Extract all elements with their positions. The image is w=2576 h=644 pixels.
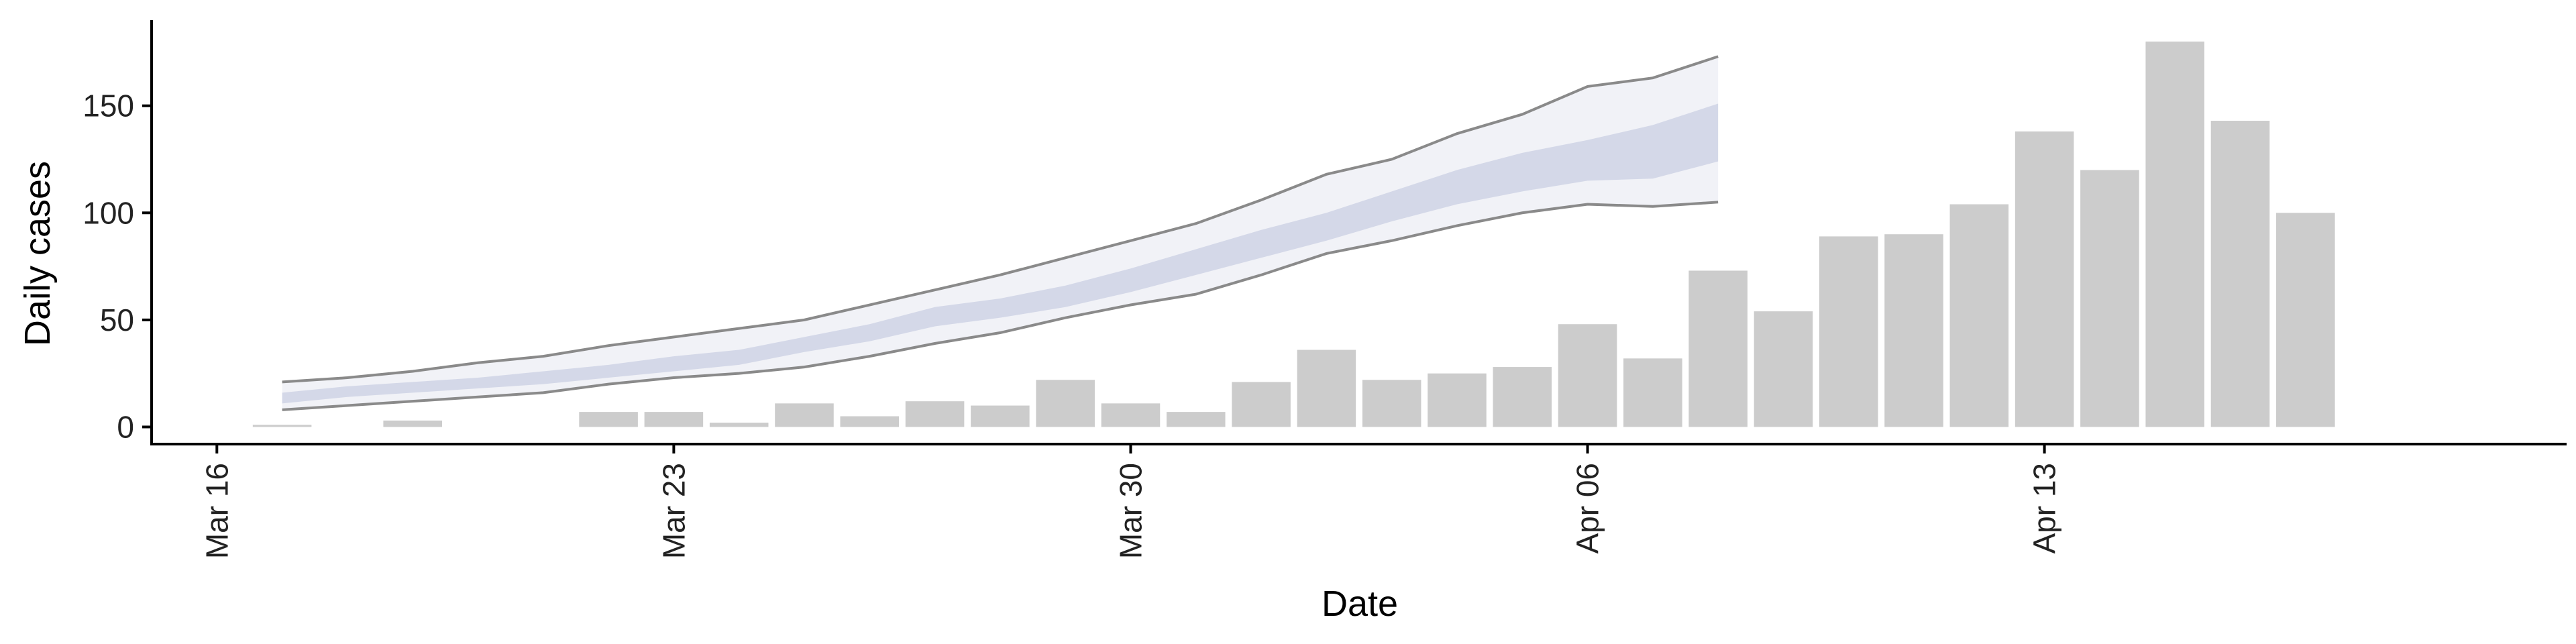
bar-2020-03-19 [383,420,442,427]
bar-2020-03-28 [971,405,1030,427]
x-tick-label-2020-03-30: Mar 30 [1113,463,1148,559]
bar-series [252,41,2335,427]
bar-2020-04-15 [2145,41,2204,427]
bar-2020-04-12 [1949,204,2009,427]
bar-2020-04-10 [1819,236,1878,427]
y-tick-label-50: 50 [100,303,134,337]
bar-2020-04-01 [1232,382,1291,427]
bar-2020-03-27 [905,401,965,427]
bar-2020-03-17 [252,425,312,427]
bar-2020-03-31 [1166,412,1226,427]
bar-2020-04-09 [1754,311,1813,427]
x-tick-label-2020-04-06: Apr 06 [1570,463,1605,554]
y-tick-label-150: 150 [83,89,134,123]
axes: 0 50 100 150 Mar 16 Mar 23 Mar 30 Apr 06 Apr 13… [17,20,2567,624]
y-axis-title: Daily cases [17,161,58,346]
bar-2020-04-06 [1558,324,1617,427]
bar-2020-04-08 [1688,270,1748,427]
bar-2020-04-17 [2276,213,2335,427]
bar-2020-04-03 [1362,380,1421,427]
y-tick-label-100: 100 [83,195,134,230]
x-tick-label-2020-03-16: Mar 16 [199,463,234,559]
projection-band [282,55,1719,411]
projection-lower-line [282,201,1719,411]
bar-2020-03-26 [840,416,900,427]
bar-2020-04-13 [2015,131,2074,427]
bar-2020-04-11 [1884,234,1943,427]
bar-2020-03-22 [579,412,638,427]
y-tick-label-0: 0 [117,409,134,444]
projection-upper-line [282,55,1719,384]
bar-2020-04-07 [1623,358,1682,427]
bar-2020-04-16 [2210,121,2270,427]
x-axis-title: Date [1322,584,1398,624]
x-tick-label-2020-03-23: Mar 23 [656,463,691,559]
bar-2020-03-29 [1036,380,1095,427]
bar-2020-04-04 [1428,373,1487,427]
x-ticks: Mar 16 Mar 23 Mar 30 Apr 06 Apr 13 [199,444,2062,559]
bar-2020-03-24 [709,423,769,427]
projection-outer-band [282,56,1719,410]
bar-2020-03-30 [1101,403,1161,427]
bar-2020-04-02 [1297,350,1356,427]
bar-2020-03-25 [775,403,834,427]
bar-2020-04-05 [1493,367,1552,427]
bar-2020-03-23 [644,412,704,427]
bar-2020-04-14 [2080,170,2139,427]
y-ticks: 0 50 100 150 [83,89,152,444]
x-tick-label-2020-04-13: Apr 13 [2027,463,2062,554]
